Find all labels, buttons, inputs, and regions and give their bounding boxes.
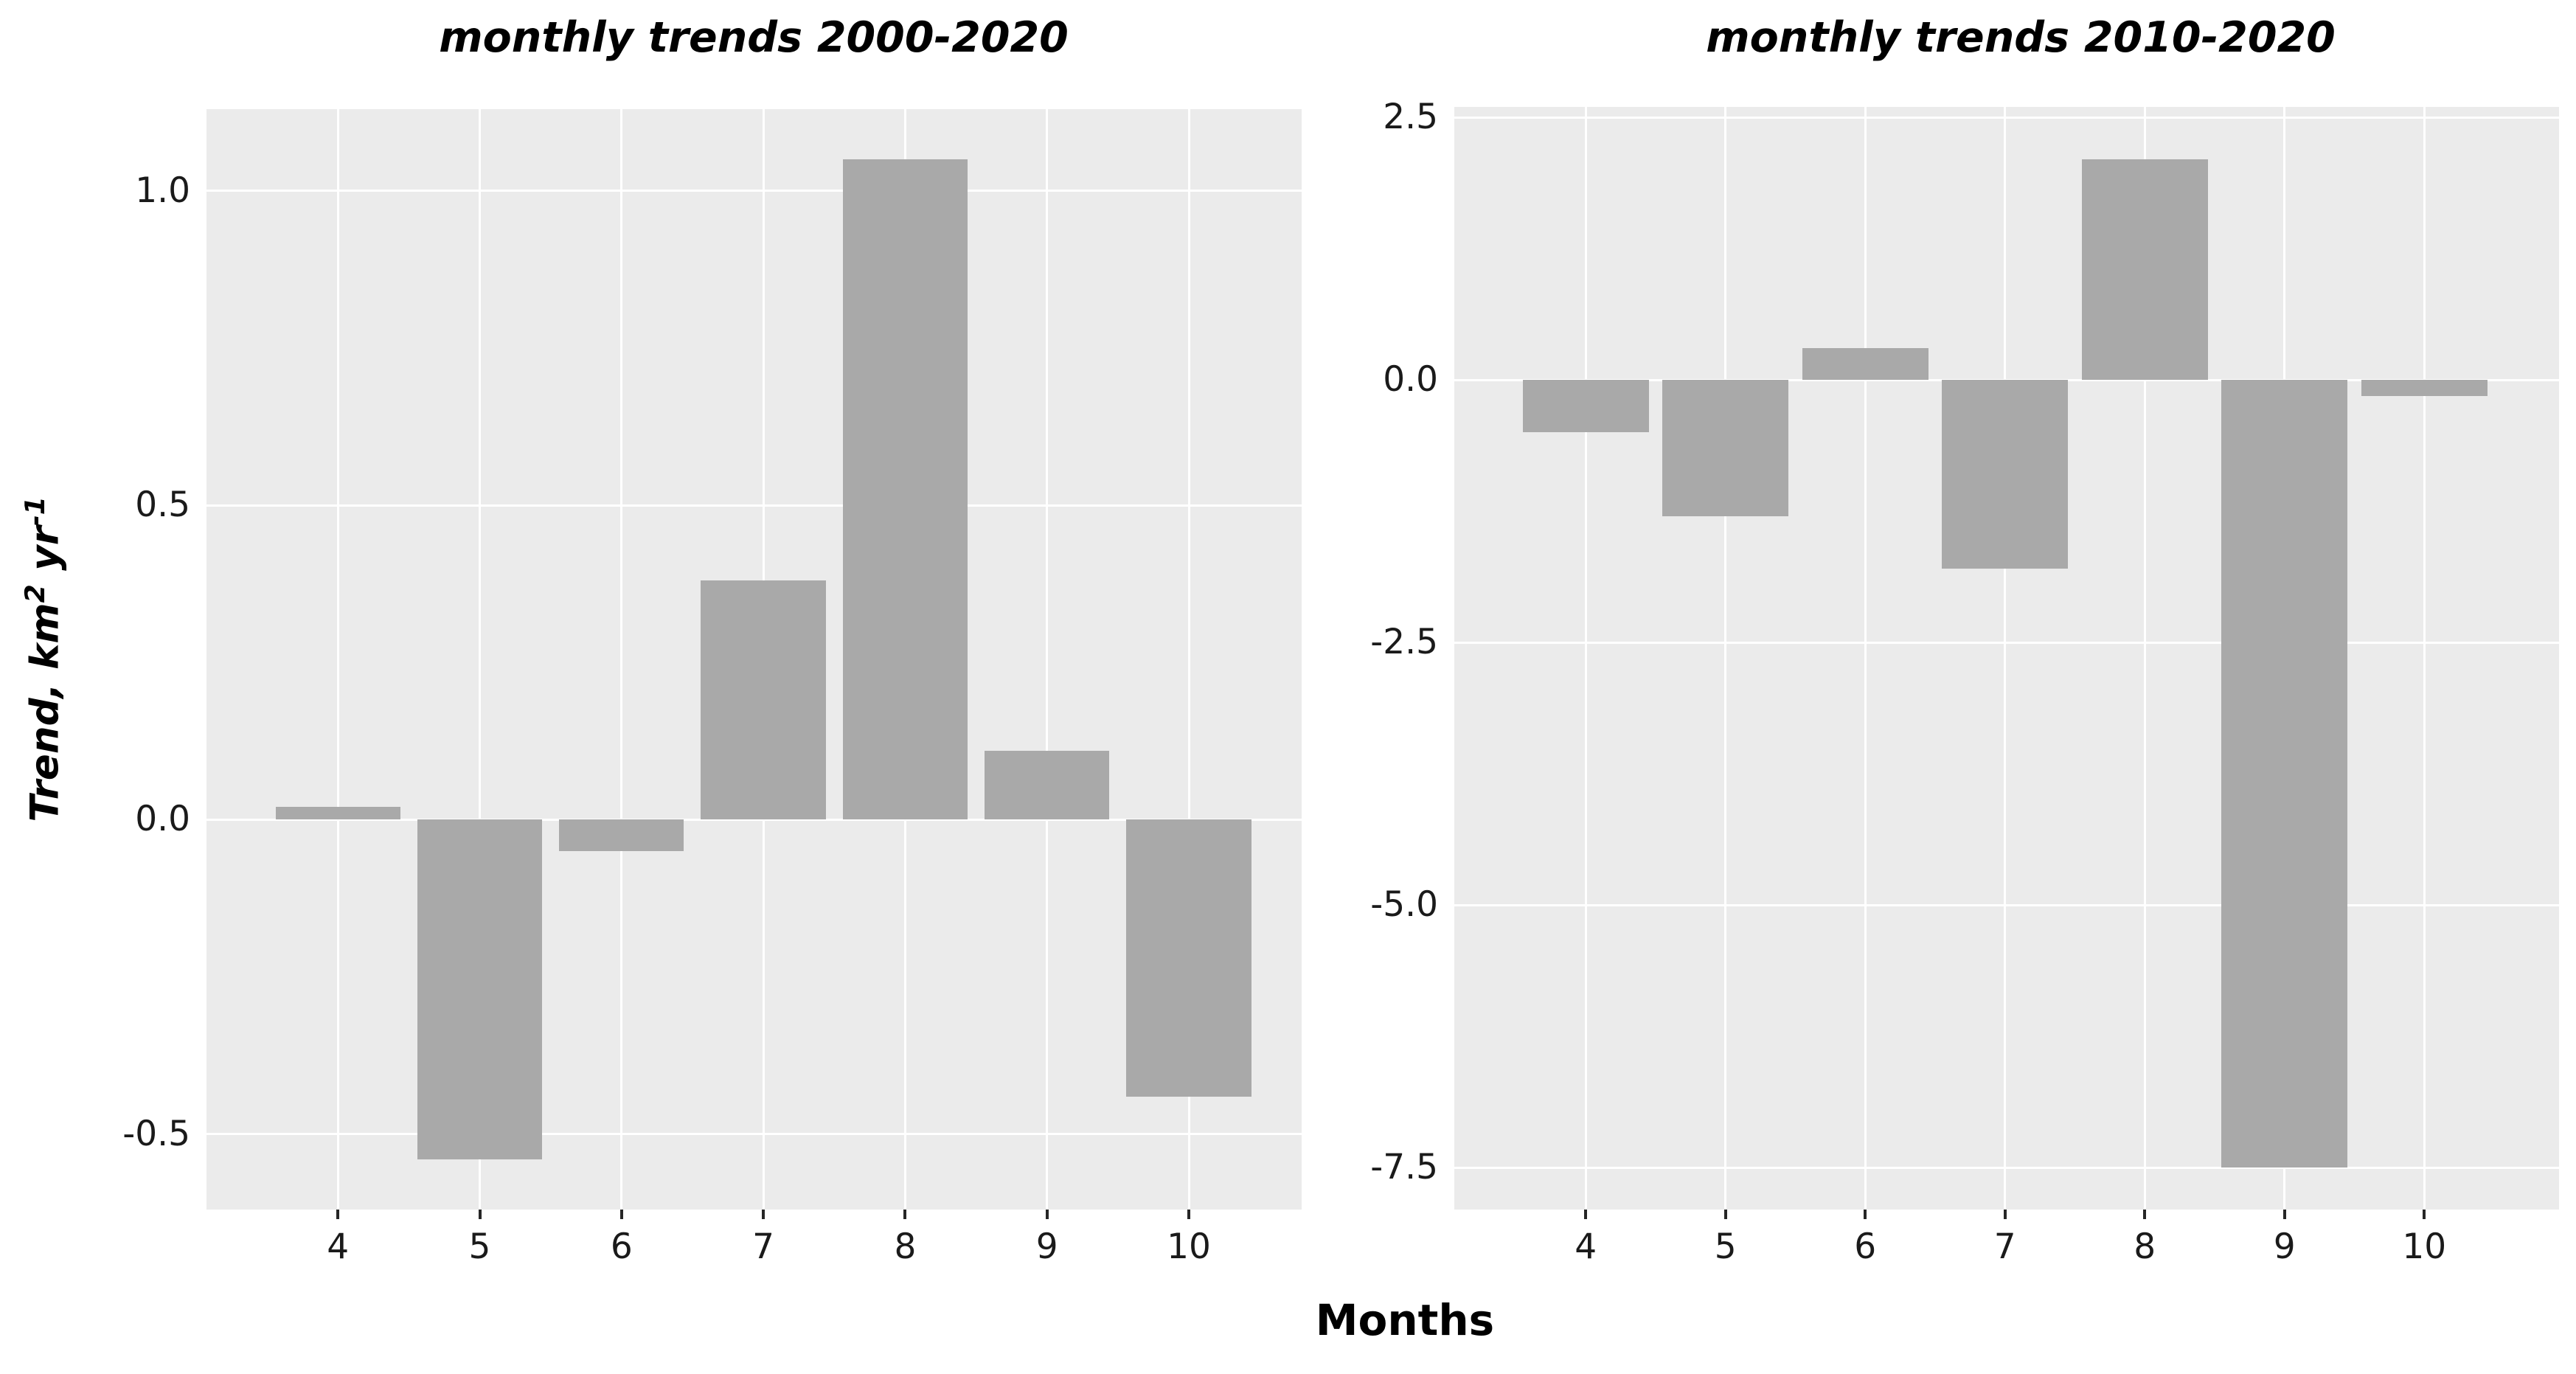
x-tick-mark xyxy=(478,1210,482,1219)
y-gridline xyxy=(206,504,1302,507)
chart-panel-2000-2020 xyxy=(206,109,1302,1210)
x-tick-mark xyxy=(762,1210,765,1219)
x-tick-label-month-8: 8 xyxy=(894,1226,917,1267)
x-tick-label-month-10: 10 xyxy=(2402,1226,2447,1267)
x-gridline xyxy=(1046,109,1049,1210)
y-tick-label: 0.5 xyxy=(135,485,190,526)
bar-month-4 xyxy=(275,807,400,820)
x-gridline xyxy=(1864,107,1867,1210)
x-tick-label-month-7: 7 xyxy=(752,1226,775,1267)
y-axis-label-segment: Trend, km xyxy=(22,603,68,822)
x-gridline xyxy=(1187,109,1190,1210)
bar-month-7 xyxy=(701,580,826,820)
x-tick-mark xyxy=(1045,1210,1049,1219)
x-tick-mark xyxy=(1723,1210,1727,1219)
shared-x-axis-label: Months xyxy=(1315,1295,1495,1345)
bar-month-6 xyxy=(559,819,684,852)
x-tick-mark xyxy=(1864,1210,1867,1219)
y-tick-label: -7.5 xyxy=(1370,1147,1438,1188)
x-tick-label-month-7: 7 xyxy=(1993,1226,2016,1267)
x-tick-mark xyxy=(619,1210,623,1219)
y-gridline xyxy=(206,818,1302,821)
bar-month-8 xyxy=(842,159,968,820)
bar-month-7 xyxy=(1942,380,2069,569)
x-gridline xyxy=(2143,107,2146,1210)
bar-month-6 xyxy=(1802,348,1928,381)
y-tick-label: -2.5 xyxy=(1370,622,1438,663)
x-tick-mark xyxy=(2003,1210,2007,1219)
x-tick-label-month-6: 6 xyxy=(610,1226,633,1267)
y-gridline xyxy=(1454,116,2559,119)
x-gridline xyxy=(1584,107,1587,1210)
bar-month-9 xyxy=(985,750,1110,820)
x-gridline xyxy=(479,109,481,1210)
chart-title-2010-2020: monthly trends 2010-2020 xyxy=(1706,13,2336,62)
x-tick-label-month-8: 8 xyxy=(2134,1226,2156,1267)
y-axis-label-segment: yr xyxy=(22,526,68,585)
x-gridline xyxy=(620,109,623,1210)
y-gridline xyxy=(206,190,1302,192)
x-tick-label-month-9: 9 xyxy=(2273,1226,2296,1267)
bar-month-8 xyxy=(2081,159,2208,381)
y-tick-label: 0.0 xyxy=(1383,359,1438,400)
y-axis-label-superscript: 2 xyxy=(21,584,52,603)
y-tick-label: -0.5 xyxy=(122,1113,190,1154)
y-gridline xyxy=(1454,903,2559,906)
x-gridline xyxy=(2423,107,2426,1210)
y-axis-label-text: Trend, km2 yr-1 xyxy=(21,496,68,822)
chart-panel-2010-2020 xyxy=(1454,107,2559,1210)
x-tick-mark xyxy=(903,1210,907,1219)
bar-month-4 xyxy=(1522,380,1649,433)
y-tick-label: 0.0 xyxy=(135,799,190,840)
bar-month-10 xyxy=(1126,819,1251,1097)
x-tick-label-month-10: 10 xyxy=(1167,1226,1211,1267)
x-tick-mark xyxy=(336,1210,340,1219)
x-gridline xyxy=(2004,107,2007,1210)
bar-month-10 xyxy=(2361,380,2488,396)
bar-month-5 xyxy=(1662,380,1789,517)
x-tick-label-month-5: 5 xyxy=(468,1226,491,1267)
x-gridline xyxy=(1724,107,1727,1210)
x-tick-mark xyxy=(1584,1210,1588,1219)
x-tick-label-month-4: 4 xyxy=(1575,1226,1597,1267)
y-tick-label: 1.0 xyxy=(135,170,190,211)
chart-title-2000-2020: monthly trends 2000-2020 xyxy=(439,13,1069,62)
y-gridline xyxy=(1454,1166,2559,1169)
bar-month-9 xyxy=(2221,380,2348,1168)
bar-month-5 xyxy=(417,819,543,1159)
x-tick-label-month-4: 4 xyxy=(327,1226,350,1267)
x-tick-label-month-9: 9 xyxy=(1035,1226,1058,1267)
y-tick-label: 2.5 xyxy=(1383,97,1438,138)
x-tick-label-month-6: 6 xyxy=(1854,1226,1877,1267)
x-tick-mark xyxy=(2423,1210,2426,1219)
y-tick-label: -5.0 xyxy=(1370,884,1438,926)
x-tick-label-month-5: 5 xyxy=(1714,1226,1737,1267)
y-gridline xyxy=(206,1133,1302,1136)
x-tick-mark xyxy=(2282,1210,2286,1219)
y-gridline xyxy=(1454,641,2559,644)
x-gridline xyxy=(336,109,339,1210)
x-tick-mark xyxy=(1187,1210,1191,1219)
x-tick-mark xyxy=(2143,1210,2147,1219)
y-axis-label: Trend, km2 yr-1 xyxy=(0,109,88,1210)
